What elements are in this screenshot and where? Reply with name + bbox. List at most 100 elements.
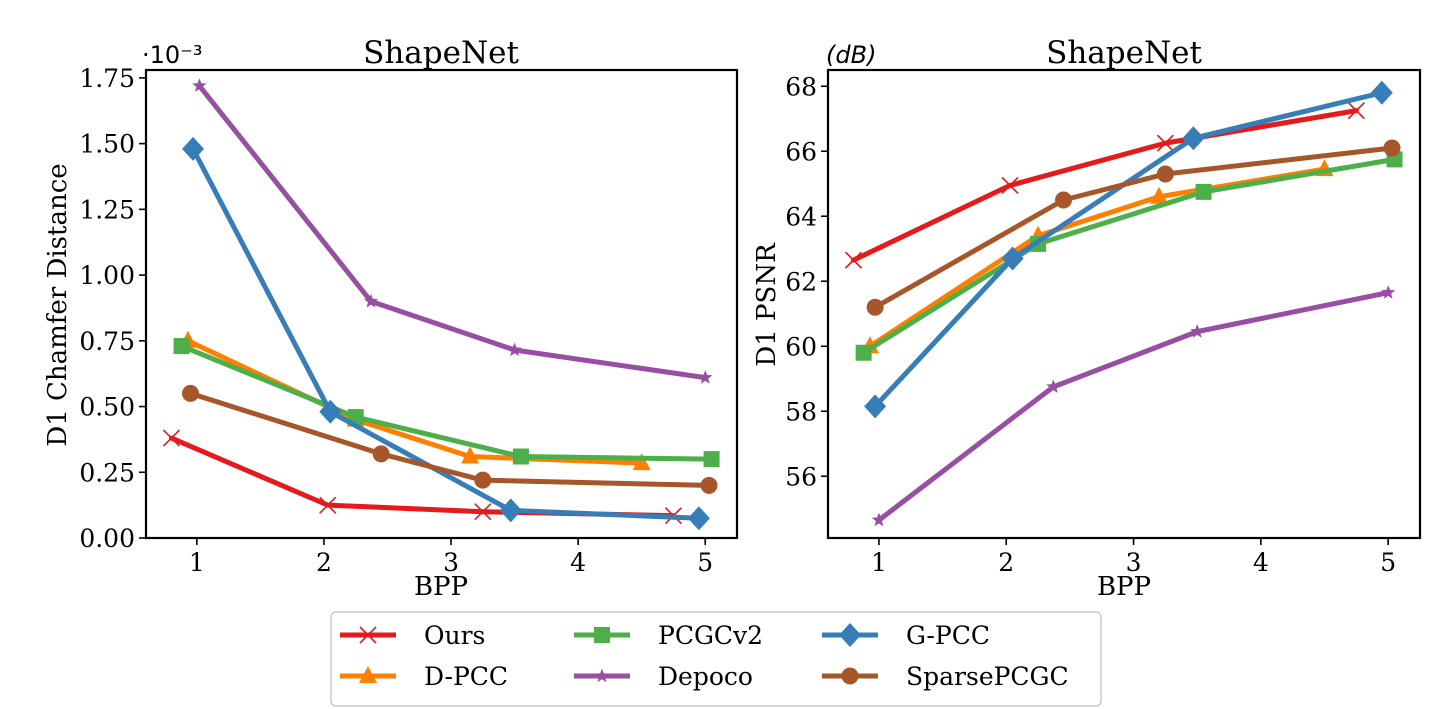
legend-entry-d-pcc: D-PCC	[340, 662, 508, 691]
legend-marker-d-pcc	[359, 666, 377, 683]
series-ours	[162, 429, 683, 525]
series-pcgcv2	[173, 338, 720, 468]
y-tick-label: 1.00	[79, 261, 135, 290]
series-d-pcc	[861, 159, 1334, 354]
tick-layer: 1 2 3 4 5 56 58 60 62 64 66 68	[785, 72, 1396, 577]
x-axis-label: BPP	[414, 572, 468, 602]
data-point-depoco	[1381, 285, 1396, 299]
y-tick-label: 0.50	[79, 393, 135, 422]
y-tick-label: 56	[785, 462, 817, 491]
x-tick-label: 5	[697, 548, 713, 577]
data-point-ours	[162, 429, 180, 447]
chart-chamfer: ShapeNet ·10⁻³ D1 Chamfer Distance BPP 1…	[43, 35, 739, 602]
chart-title: ShapeNet	[363, 35, 519, 71]
data-point-g-pcc	[1001, 246, 1024, 271]
legend-entry-depoco: Depoco	[574, 662, 753, 691]
series-line-sparsepcgc	[187, 390, 712, 488]
data-point-sparsepcgc	[1383, 139, 1401, 157]
chart-psnr: ShapeNet (dB) D1 PSNR BPP 1 2 3 4 5 56 58 60 62 6…	[752, 35, 1422, 602]
series-ours	[844, 102, 1365, 269]
series-line-pcgcv2	[179, 343, 715, 462]
data-point-pcgcv2	[703, 451, 720, 468]
data-point-ours	[319, 496, 337, 514]
data-point-pcgcv2	[1195, 183, 1212, 200]
data-point-sparsepcgc	[181, 384, 199, 402]
data-point-depoco	[507, 342, 522, 357]
data-point-g-pcc	[687, 506, 710, 531]
y-tick-label: 62	[785, 267, 817, 296]
series-line-depoco	[196, 83, 708, 381]
data-point-g-pcc	[499, 498, 522, 523]
data-point-pcgcv2	[512, 448, 529, 465]
legend-marker-pcgcv2	[594, 627, 610, 643]
data-point-depoco	[192, 78, 207, 92]
data-point-sparsepcgc	[372, 445, 390, 463]
legend-entry-pcgcv2: PCGCv2	[574, 621, 763, 650]
series-line-ours	[168, 435, 676, 519]
legend-marker-ours	[359, 626, 377, 644]
series-line-ours	[850, 108, 1359, 263]
data-point-g-pcc	[1182, 126, 1205, 151]
legend-label: PCGCv2	[658, 621, 763, 650]
series-sparsepcgc	[181, 384, 718, 494]
y-tick-label: 64	[785, 202, 817, 231]
data-point-d-pcc	[461, 446, 480, 464]
legend-entry-ours: Ours	[340, 621, 485, 650]
legend-marker-depoco	[594, 668, 610, 683]
x-axis-label: BPP	[1097, 572, 1151, 602]
legend-entry-g-pcc: G-PCC	[822, 621, 990, 650]
data-point-depoco	[871, 512, 887, 527]
data-point-d-pcc	[632, 453, 651, 471]
series-line-sparsepcgc	[872, 145, 1395, 310]
legend-entry-sparsepcgc: SparsePCGC	[822, 662, 1069, 691]
series-line-g-pcc	[190, 146, 702, 521]
series-line-depoco	[876, 290, 1391, 523]
y-tick-label: 60	[785, 332, 817, 361]
plot-area	[844, 80, 1403, 527]
x-tick-label: 2	[998, 548, 1014, 577]
data-point-depoco	[698, 370, 713, 384]
x-tick-label: 3	[1126, 548, 1142, 577]
data-point-ours	[1156, 134, 1174, 152]
legend-entries: Ours D-PCC PCGCv2 Depoco G-PCC SparsePCGC	[340, 621, 1069, 691]
data-point-ours	[474, 503, 492, 521]
data-point-ours	[1001, 176, 1019, 194]
data-point-g-pcc	[182, 136, 205, 161]
legend-label: SparsePCGC	[906, 662, 1069, 691]
y-tick-label: 68	[785, 72, 817, 101]
axes-frame	[144, 68, 739, 540]
x-tick-label: 1	[189, 548, 205, 577]
x-tick-label: 4	[570, 548, 586, 577]
series-g-pcc	[182, 136, 710, 531]
axes-frame	[826, 68, 1422, 540]
data-point-sparsepcgc	[700, 476, 718, 494]
legend-frame	[330, 611, 1102, 707]
y-tick-label: 1.25	[79, 195, 135, 224]
series-g-pcc	[864, 80, 1393, 419]
legend: Ours D-PCC PCGCv2 Depoco G-PCC SparsePCGC	[330, 611, 1102, 707]
tick-layer: 1 2 3 4 5 0.00 0.25 0.50 0.75 1.00 1.25 1.50 1.75	[79, 64, 713, 577]
data-point-depoco	[363, 293, 379, 308]
legend-label: Ours	[424, 621, 485, 650]
plot-area	[162, 78, 720, 531]
y-tick-label: 1.50	[79, 130, 135, 159]
legend-label: G-PCC	[906, 621, 990, 650]
series-depoco	[192, 78, 713, 384]
unit-note: (dB)	[826, 41, 876, 69]
series-line-g-pcc	[872, 90, 1385, 409]
y-axis-label: D1 PSNR	[752, 242, 782, 367]
legend-marker-sparsepcgc	[841, 667, 859, 685]
y-tick-label: 0.25	[79, 458, 135, 487]
x-tick-label: 4	[1253, 548, 1269, 577]
data-point-ours	[844, 251, 863, 269]
x-tick-label: 1	[871, 548, 887, 577]
data-point-sparsepcgc	[474, 471, 492, 489]
data-point-sparsepcgc	[866, 298, 884, 316]
data-point-g-pcc	[319, 399, 342, 424]
data-point-sparsepcgc	[1156, 165, 1174, 183]
chart-title: ShapeNet	[1046, 35, 1202, 71]
y-tick-label: 66	[785, 137, 817, 166]
x-tick-label: 3	[443, 548, 459, 577]
x-tick-label: 2	[316, 548, 332, 577]
x-tick-label: 5	[1380, 548, 1396, 577]
